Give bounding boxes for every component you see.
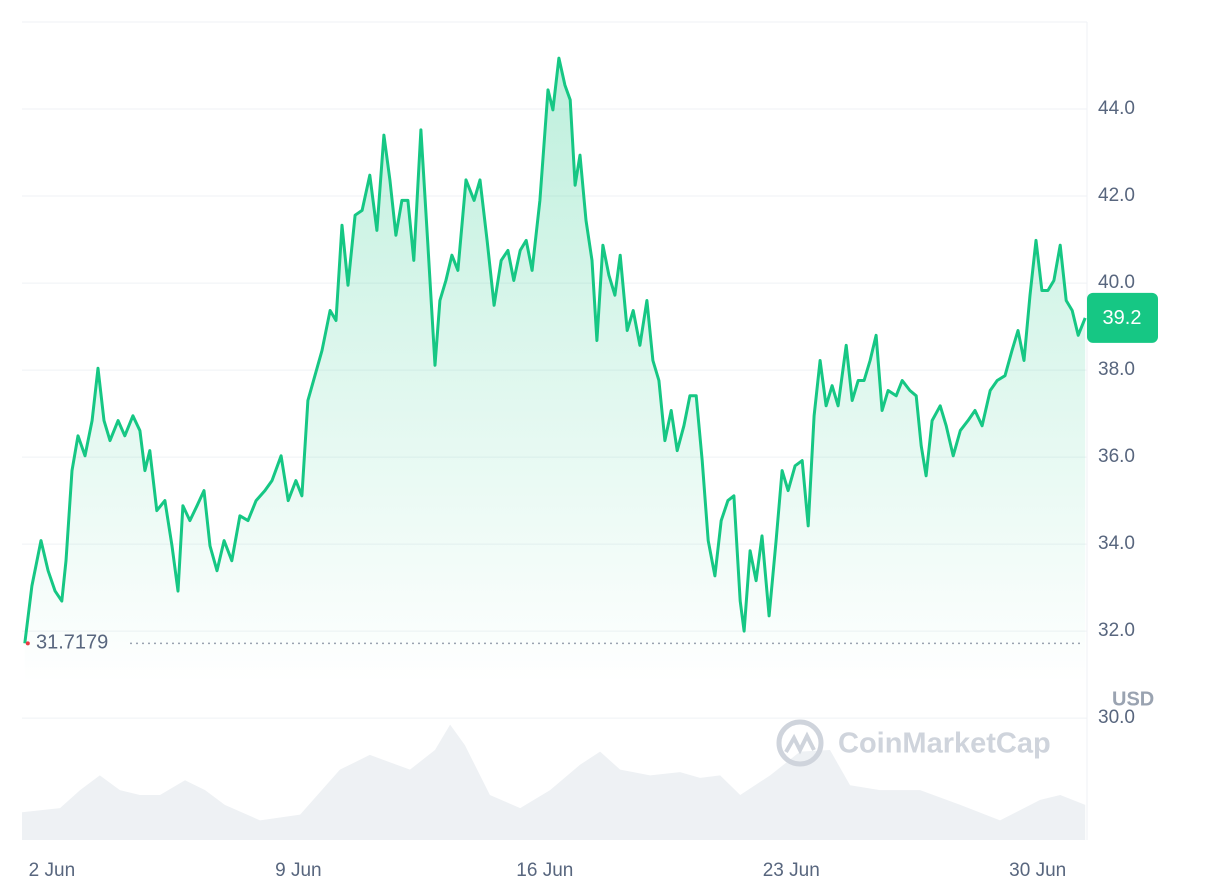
- y-tick-label: 30.0: [1098, 707, 1135, 728]
- x-tick-label: 9 Jun: [275, 860, 321, 881]
- current-value-badge: [1087, 292, 1158, 343]
- y-tick-label: 34.0: [1098, 533, 1135, 554]
- y-tick-label: 38.0: [1098, 359, 1135, 380]
- y-tick-label: 42.0: [1098, 185, 1135, 206]
- price-line: [23, 56, 1087, 644]
- start-dot: [25, 641, 30, 646]
- current-value-label: 39.2: [1103, 307, 1142, 329]
- start-value-label: 31.7179: [36, 632, 108, 654]
- price-area: [24, 58, 1086, 841]
- y-tick-label: 40.0: [1098, 272, 1135, 293]
- y-tick-label: 32.0: [1098, 620, 1135, 641]
- x-tick-label: 16 Jun: [516, 860, 573, 881]
- x-tick-label: 23 Jun: [763, 860, 820, 881]
- x-tick-label: 2 Jun: [29, 860, 75, 881]
- y-tick-label: 36.0: [1098, 446, 1135, 467]
- currency-label: USD: [1112, 688, 1154, 710]
- marks: [22, 56, 1087, 841]
- labels: 30.0 32.0 34.0 36.0 38.0 40.0 42.0 44.0 2 Jun 9 J…: [29, 98, 1158, 881]
- y-tick-label: 44.0: [1098, 98, 1135, 119]
- watermark: CoinMarketCap: [838, 728, 1051, 760]
- watermark-logo: [776, 719, 824, 767]
- x-tick-label: 30 Jun: [1009, 860, 1066, 881]
